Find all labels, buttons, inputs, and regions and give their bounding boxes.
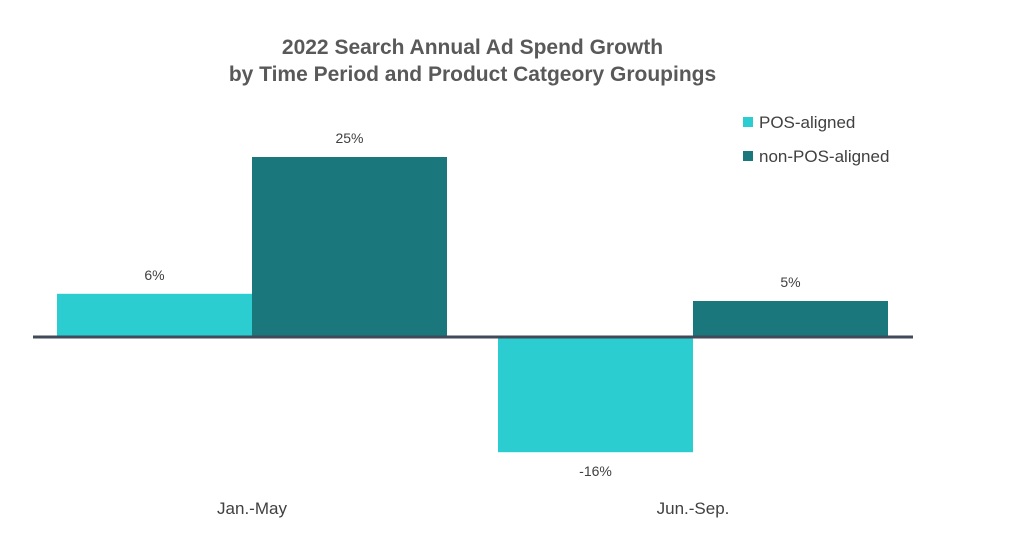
category-labels-layer: Jan.-May Jun.-Sep. (217, 499, 729, 518)
legend-label-pos-aligned: POS-aligned (759, 113, 855, 132)
data-label-pos-aligned-jun-sep: -16% (579, 463, 612, 479)
bar-pos-aligned-jun-sep (498, 337, 693, 453)
data-labels-layer: 6% 25% -16% 5% (144, 130, 800, 479)
chart-title-line-1: 2022 Search Annual Ad Spend Growth (281, 36, 664, 59)
bar-non-pos-aligned-jun-sep (693, 301, 888, 337)
data-label-non-pos-aligned-jun-sep: 5% (780, 274, 800, 290)
data-label-pos-aligned-jan-may: 6% (144, 267, 164, 283)
legend-swatch-pos-aligned (743, 117, 753, 127)
bars-layer (57, 157, 888, 453)
category-label-jan-may: Jan.-May (217, 499, 287, 518)
data-label-non-pos-aligned-jan-may: 25% (335, 130, 363, 146)
legend: POS-aligned non-POS-aligned (743, 113, 889, 166)
chart-title-line-2: by Time Period and Product Catgeory Grou… (228, 63, 717, 86)
legend-swatch-non-pos-aligned (743, 151, 753, 161)
bar-pos-aligned-jan-may (57, 293, 252, 337)
legend-label-non-pos-aligned: non-POS-aligned (759, 147, 889, 166)
bar-non-pos-aligned-jan-may (252, 157, 447, 337)
category-label-jun-sep: Jun.-Sep. (657, 499, 730, 518)
